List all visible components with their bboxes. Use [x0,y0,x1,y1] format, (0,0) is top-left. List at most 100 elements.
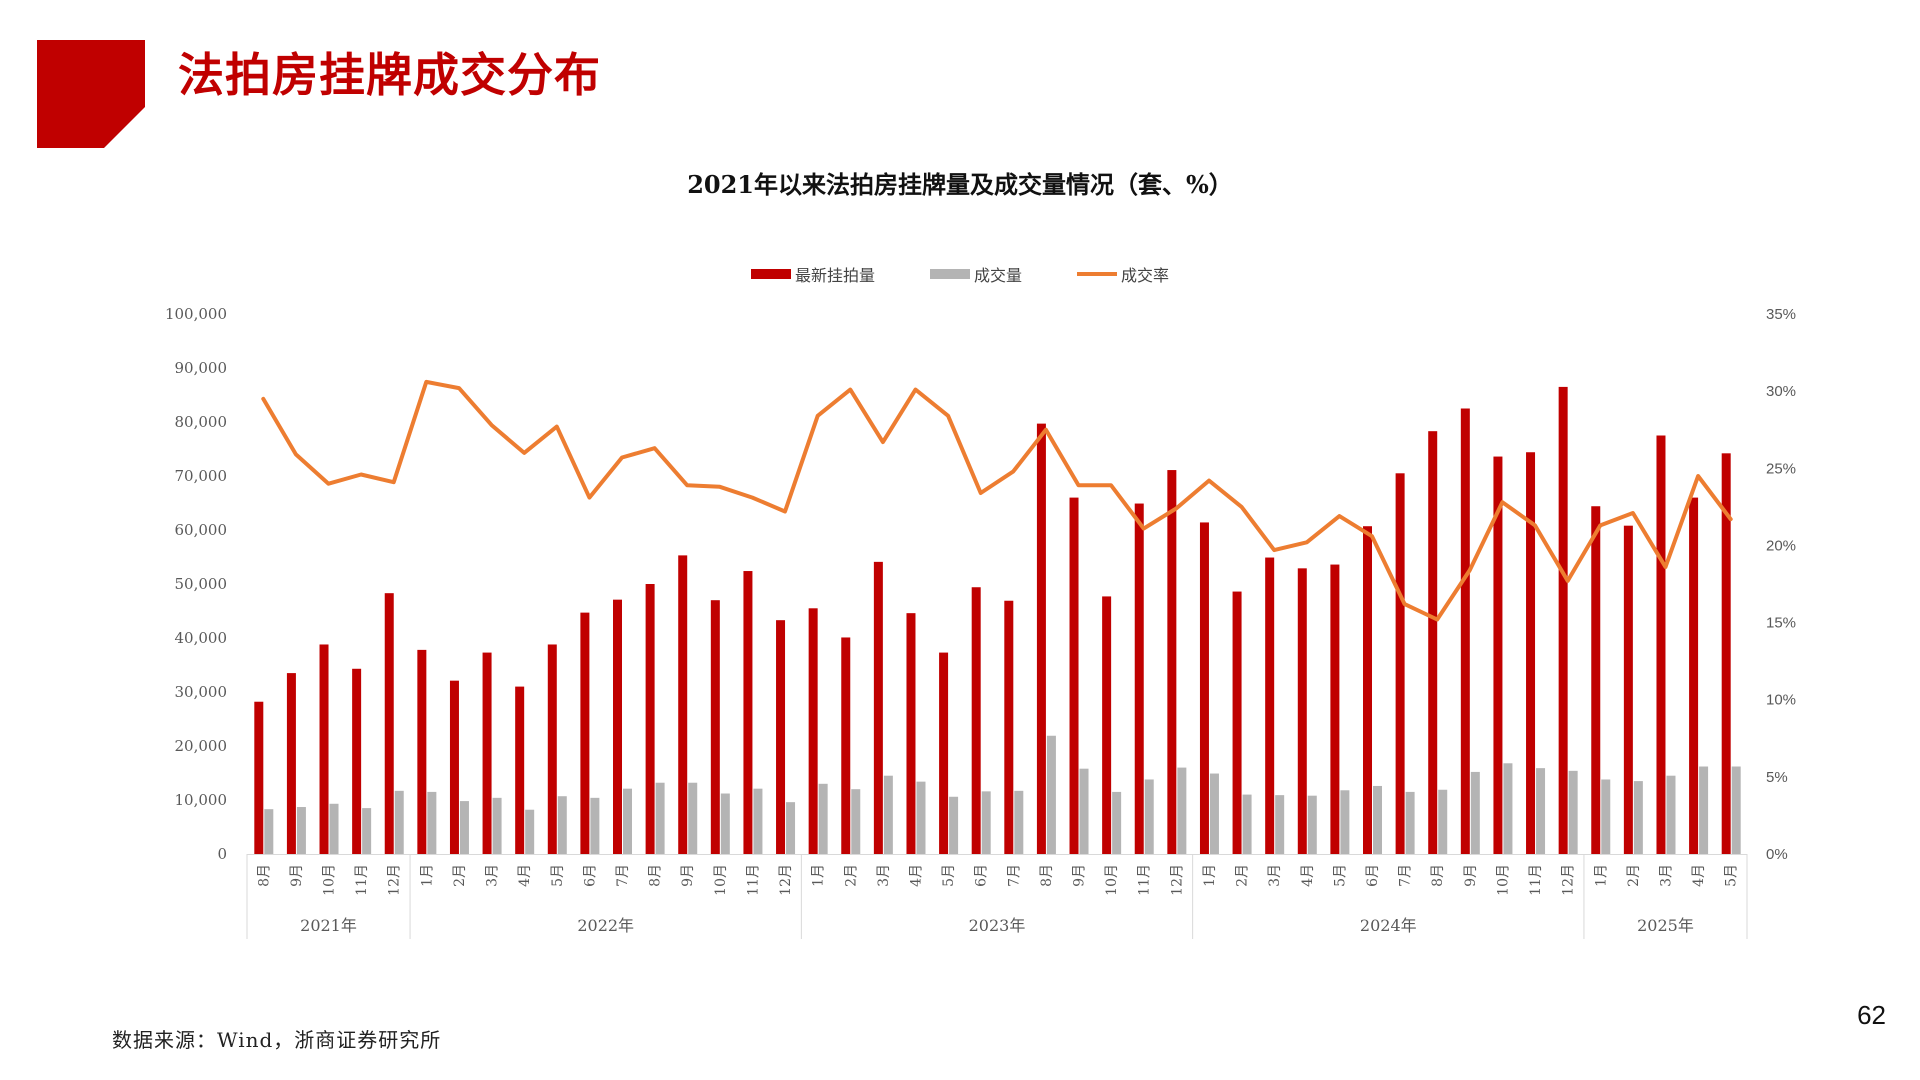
bar-listing [873,561,883,854]
bar-listing [384,593,394,854]
legend-item-deals: 成交量 [929,262,1022,286]
bar-deals [916,781,926,854]
bar-listing [971,587,981,854]
bar-deals [1633,781,1643,854]
bar-listing [1395,473,1405,854]
bar-listing [645,584,655,854]
chart-legend: 最新挂拍量 成交量 成交率 [0,261,1920,287]
year-group-label: 2021年 [300,916,357,935]
bar-listing [1265,557,1275,854]
bar-listing [1721,453,1731,854]
x-tick-label: 8月 [256,864,272,887]
year-group-label: 2025年 [1637,916,1694,935]
bar-deals [1112,791,1122,854]
bar-deals [1470,771,1480,854]
x-tick-label: 4月 [908,864,924,887]
bar-listing [417,649,427,854]
chart-title: 2021年以来法拍房挂牌量及成交量情况（套、%） [687,170,1233,199]
x-tick-label: 3月 [876,864,892,887]
x-tick-label: 12月 [1561,864,1577,896]
y-left-tick-label: 60,000 [175,521,228,539]
bar-listing [449,680,459,854]
bar-listing [482,652,492,854]
x-tick-label: 7月 [615,864,631,887]
x-tick-label: 9月 [1463,864,1479,887]
bar-deals [851,789,861,854]
legend-label-listing: 最新挂拍量 [794,266,875,285]
bar-deals [786,802,796,854]
bar-deals [1307,795,1317,854]
bar-listing [1134,503,1144,854]
bar-deals [1177,767,1187,854]
bar-listing [1167,470,1177,854]
x-tick-label: 2月 [1626,864,1642,887]
x-tick-label: 5月 [1332,864,1348,887]
y-right-tick-label: 15% [1766,615,1796,632]
bar-listing [1330,564,1340,854]
bar-listing [515,686,525,854]
header-accent-block [37,40,145,148]
bar-deals [1242,794,1252,854]
bar-listing [1069,497,1079,854]
x-tick-label: 12月 [387,864,403,896]
x-tick-label: 5月 [1724,864,1740,887]
y-left-tick-label: 90,000 [175,359,228,377]
x-tick-label: 5月 [941,864,957,887]
legend-label-rate: 成交率 [1121,266,1170,285]
x-tick-label: 9月 [289,864,305,887]
y-left-tick-label: 80,000 [175,413,228,431]
x-tick-label: 11月 [1137,864,1153,896]
x-tick-label: 4月 [1300,864,1316,887]
bar-deals [296,807,306,854]
y-right-tick-label: 5% [1766,769,1788,786]
bar-listing [1591,506,1601,854]
bar-deals [655,782,665,854]
legend-item-listing: 最新挂拍量 [750,262,875,286]
x-tick-label: 1月 [1593,864,1609,887]
x-tick-label: 2月 [843,864,859,887]
bar-listing [743,571,753,854]
x-tick-label: 11月 [354,864,370,896]
bar-deals [1666,775,1676,854]
y-left-tick-label: 70,000 [175,467,228,485]
bar-listing [1428,431,1438,854]
bar-deals [623,788,632,854]
bar-deals [1405,791,1415,854]
bar-deals [1699,766,1709,854]
bar-deals [818,783,828,854]
bar-deals [394,790,404,854]
x-tick-label: 10月 [1104,864,1120,896]
y-left-tick-label: 10,000 [175,791,228,809]
x-tick-label: 9月 [680,864,696,887]
legend-swatch-listing [750,269,791,279]
bar-deals [1731,766,1741,854]
page-number: 62 [1857,1000,1886,1030]
x-tick-label: 6月 [974,864,990,887]
x-tick-label: 4月 [517,864,533,887]
bar-deals [590,797,600,854]
x-tick-label: 8月 [1430,864,1446,887]
bar-listing [841,637,851,854]
bar-listing [1558,386,1568,854]
bar-deals [1438,789,1448,854]
y-right-tick-label: 25% [1766,460,1796,477]
y-left-tick-label: 40,000 [175,629,228,647]
bar-listing [1199,522,1209,854]
bar-deals [1014,790,1024,854]
bar-listing [286,673,296,854]
bar-deals [981,791,991,854]
bar-listing [906,613,916,854]
bar-deals [329,803,339,854]
x-tick-label: 10月 [1495,864,1511,896]
x-tick-label: 10月 [322,864,338,896]
bar-deals [492,797,502,854]
bar-listing [939,652,949,854]
x-tick-label: 10月 [713,864,729,896]
year-group-label: 2023年 [969,916,1026,935]
x-tick-label: 1月 [419,864,435,887]
bar-deals [1601,779,1611,854]
bar-deals [753,788,763,854]
x-tick-label: 3月 [485,864,501,887]
bar-listing [1526,452,1536,854]
